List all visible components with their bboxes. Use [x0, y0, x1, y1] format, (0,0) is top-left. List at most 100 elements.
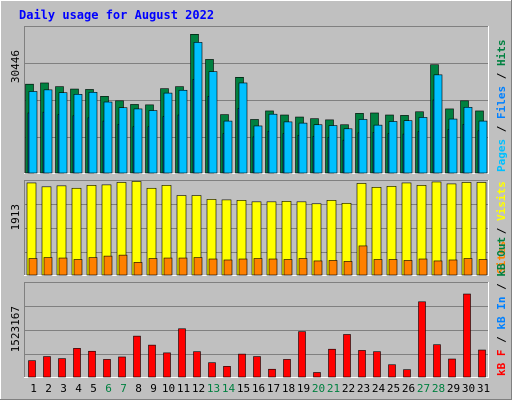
bar-pages: [268, 113, 278, 174]
x-axis-day-label: 30: [462, 382, 475, 395]
bar-pages: [418, 117, 428, 174]
bar-sites: [178, 257, 188, 276]
bar-sites: [73, 259, 83, 276]
bar-kb: [238, 353, 246, 378]
bar-pages: [433, 74, 443, 174]
legend-label-part: /: [495, 330, 508, 350]
bar-kb: [418, 301, 426, 378]
x-axis-day-label: 7: [120, 382, 127, 395]
bar-kb: [133, 335, 141, 378]
x-axis-day-label: 24: [372, 382, 386, 395]
panel-visits-sites: 1913 Sites / Visits: [9, 180, 508, 276]
panel-hits-files-pages: 30446 Pages / Files / Hits: [9, 26, 508, 174]
legend-label: Pages / Files / Hits: [495, 40, 508, 173]
bar-pages: [373, 124, 383, 174]
bar-sites: [208, 258, 218, 276]
x-axis-day-label: 8: [135, 382, 142, 395]
bar-kb: [313, 372, 321, 378]
bar-sites: [118, 254, 128, 276]
bar-sites: [373, 259, 383, 276]
x-axis-day-label: 10: [162, 382, 175, 395]
legend-label-part: kB In: [495, 297, 508, 330]
bar-pages: [118, 107, 128, 174]
bar-kb: [388, 364, 396, 378]
bar-sites: [253, 258, 263, 276]
x-axis-day-label: 23: [357, 382, 370, 395]
bar-sites: [223, 259, 233, 276]
bar-sites: [388, 259, 398, 276]
bar-pages: [223, 120, 233, 174]
bar-sites: [328, 260, 338, 276]
bar-pages: [238, 82, 248, 174]
bar-sites: [463, 258, 473, 276]
bar-sites: [343, 261, 353, 276]
legend-label: kB F / kB In / kB Out: [495, 237, 508, 376]
bar-pages: [133, 108, 143, 174]
bar-kb: [343, 334, 351, 378]
bar-kb: [448, 358, 456, 378]
bar-sites: [103, 255, 113, 276]
bar-sites: [43, 257, 53, 276]
x-axis-day-label: 27: [417, 382, 430, 395]
bar-kb: [208, 362, 216, 378]
x-axis-day-label: 31: [477, 382, 490, 395]
x-axis-day-label: 26: [402, 382, 415, 395]
x-axis-day-label: 17: [267, 382, 280, 395]
bar-sites: [358, 245, 368, 276]
x-axis-day-label: 15: [237, 382, 250, 395]
bar-kb: [193, 351, 201, 378]
x-axis-day-label: 29: [447, 382, 460, 395]
bar-pages: [208, 71, 218, 174]
x-axis-day-label: 25: [387, 382, 400, 395]
legend-label-part: Sites: [495, 241, 508, 274]
bar-pages: [328, 125, 338, 174]
x-axis-day-label: 19: [297, 382, 310, 395]
bar-kb: [433, 344, 441, 378]
bar-pages: [388, 121, 398, 174]
legend-label-part: kB Out: [495, 237, 508, 277]
y-axis-tick-label: 1913: [9, 204, 22, 231]
bar-sites: [268, 258, 278, 276]
bar-kb: [328, 348, 336, 378]
bar-pages: [253, 125, 263, 174]
bar-pages: [283, 121, 293, 174]
bar-pages: [463, 107, 473, 174]
bar-kb: [103, 359, 111, 378]
x-axis-day-label: 18: [282, 382, 295, 395]
y-axis-tick-label: 1523167: [9, 306, 22, 352]
chart-panels: 30446 Pages / Files / Hits 1913 Sites / Vis…: [9, 26, 508, 378]
legend-label-part: /: [495, 277, 508, 297]
bar-pages: [43, 89, 53, 174]
bar-pages: [193, 42, 203, 174]
x-axis-day-label: 13: [207, 382, 220, 395]
legend-label-part: /: [495, 119, 508, 139]
bar-pages: [478, 120, 488, 174]
bar-kb: [478, 349, 486, 378]
bar-kb: [298, 331, 306, 378]
bar-kb: [373, 351, 381, 378]
bar-kb: [253, 356, 261, 378]
x-axis-day-label: 3: [60, 382, 67, 395]
bar-kb: [163, 352, 171, 378]
bar-kb: [58, 358, 66, 378]
bar-kb: [88, 350, 96, 378]
bar-pages: [103, 101, 113, 174]
bar-pages: [298, 122, 308, 174]
bar-sites: [148, 258, 158, 276]
bar-pages: [313, 124, 323, 174]
bar-sites: [193, 257, 203, 276]
bar-kb: [28, 360, 36, 378]
bar-visits: [131, 181, 142, 276]
bar-kb: [463, 293, 471, 378]
legend-label-part: kB F: [495, 350, 508, 377]
x-axis-day-label: 9: [150, 382, 157, 395]
bar-kb: [178, 328, 186, 378]
legend-label-part: Visits: [495, 181, 508, 221]
bar-kb: [118, 356, 126, 378]
bar-kb: [283, 359, 291, 378]
y-axis-tick-label: 30446: [9, 50, 22, 83]
bar-sites: [28, 258, 38, 276]
x-axis-day-label: 22: [342, 382, 355, 395]
